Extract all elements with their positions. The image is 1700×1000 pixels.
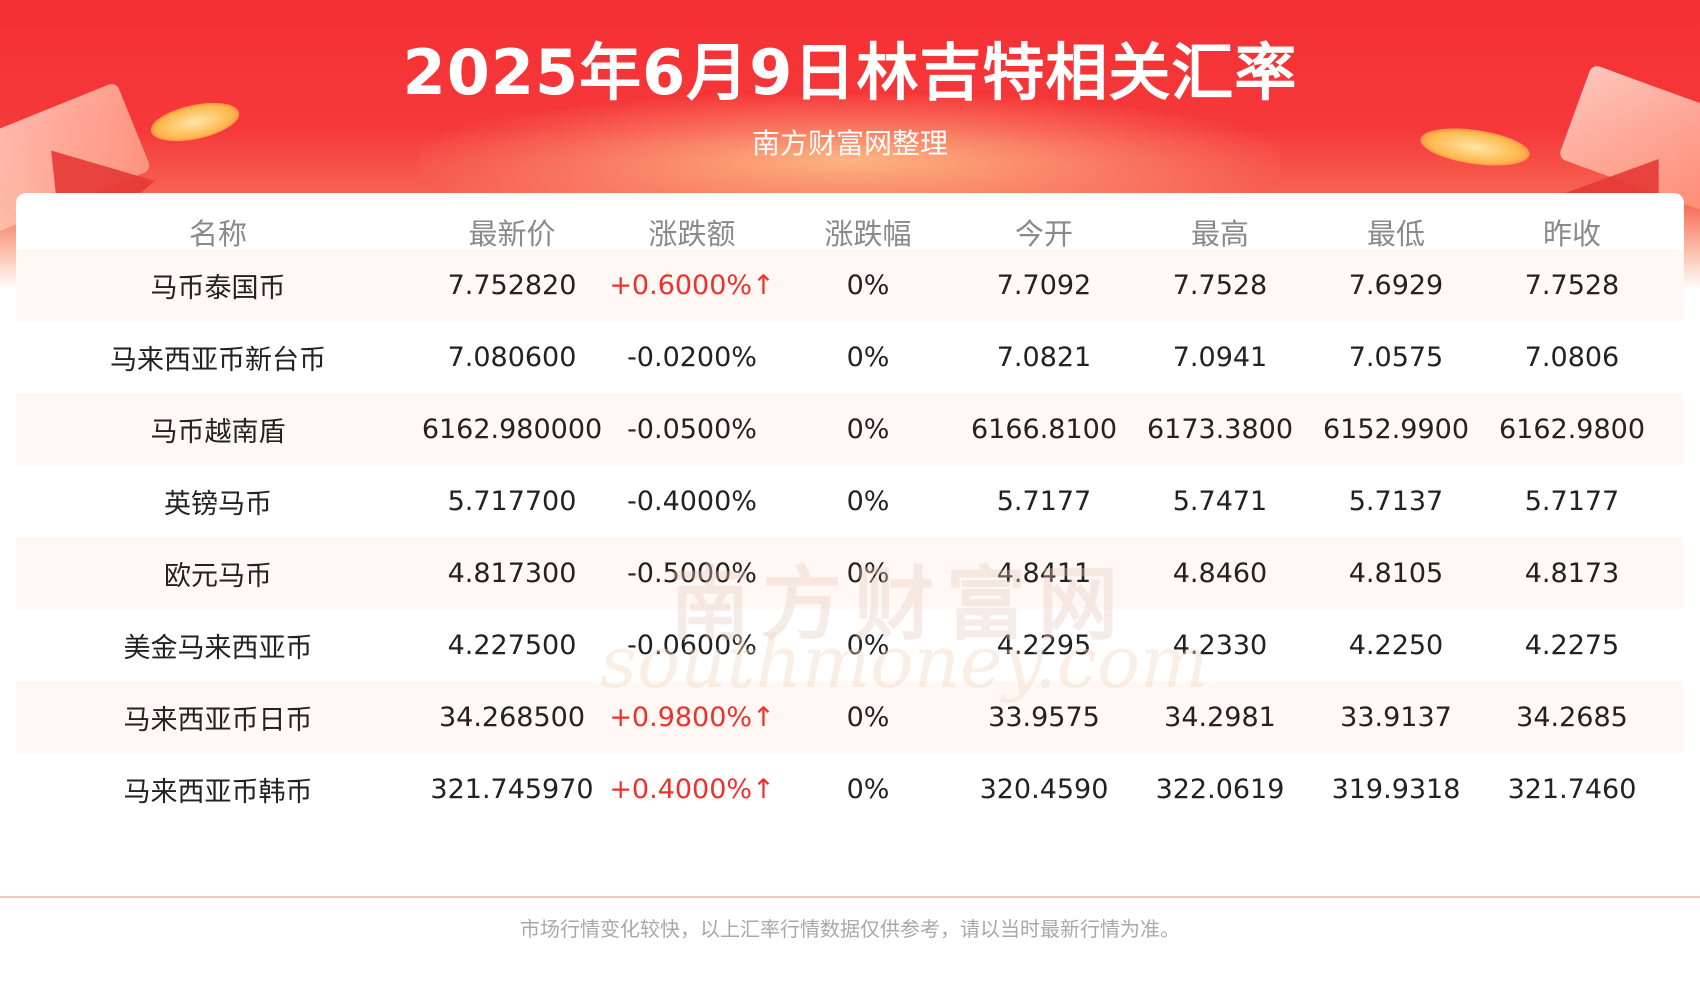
cell-open: 5.7177 <box>996 485 1092 517</box>
cell-change: -0.0500% <box>627 413 757 445</box>
cell-name: 马来西亚币新台币 <box>110 344 326 376</box>
cell-high: 7.7528 <box>1172 269 1268 301</box>
cell-high: 4.8460 <box>1172 557 1268 589</box>
cell-open: 320.4590 <box>979 773 1109 805</box>
divider <box>0 896 1700 898</box>
cell-low: 319.9318 <box>1331 773 1461 805</box>
cell-change-pct: 0% <box>846 485 890 517</box>
cell-open: 4.2295 <box>996 629 1092 661</box>
cell-latest: 7.752820 <box>447 269 577 301</box>
cell-open: 33.9575 <box>988 701 1100 733</box>
cell-change-pct: 0% <box>846 341 890 373</box>
cell-name: 马来西亚币韩币 <box>123 776 313 808</box>
cell-low: 4.8105 <box>1348 557 1444 589</box>
cell-open: 7.0821 <box>996 341 1092 373</box>
rates-table-card: 名称 最新价 涨跌额 涨跌幅 今开 最高 最低 昨收 马币泰国币 7.752820… <box>16 193 1684 897</box>
cell-name: 欧元马币 <box>164 560 272 592</box>
cell-name: 马来西亚币日币 <box>123 704 313 736</box>
cell-name: 美金马来西亚币 <box>123 632 313 664</box>
cell-low: 5.7137 <box>1348 485 1444 517</box>
cell-prev-close: 7.7528 <box>1524 269 1620 301</box>
cell-high: 7.0941 <box>1172 341 1268 373</box>
cell-change: -0.0600% <box>627 629 757 661</box>
cell-low: 7.0575 <box>1348 341 1444 373</box>
cell-change-pct: 0% <box>846 413 890 445</box>
cell-change-pct: 0% <box>846 269 890 301</box>
cell-prev-close: 4.8173 <box>1524 557 1620 589</box>
cell-prev-close: 7.0806 <box>1524 341 1620 373</box>
column-header-low: 最低 <box>1366 217 1425 251</box>
table-row: 马币泰国币 7.752820 +0.6000%↑ 0% 7.7092 7.7528 7.69… <box>16 249 1684 321</box>
cell-change: -0.5000% <box>627 557 757 589</box>
cell-open: 6166.8100 <box>970 413 1117 445</box>
cell-prev-close: 321.7460 <box>1507 773 1637 805</box>
table-row: 欧元马币 4.817300 -0.5000% 0% 4.8411 4.8460 4.8105… <box>16 537 1684 609</box>
cell-change: +0.6000%↑ <box>609 269 775 301</box>
column-header-prev-close: 昨收 <box>1542 217 1601 251</box>
table-header-row: 名称 最新价 涨跌额 涨跌幅 今开 最高 最低 昨收 <box>16 193 1684 271</box>
cell-low: 33.9137 <box>1340 701 1452 733</box>
column-header-change: 涨跌额 <box>648 217 736 251</box>
column-header-change-pct: 涨跌幅 <box>824 217 912 251</box>
table-row: 马来西亚币韩币 321.745970 +0.4000%↑ 0% 320.4590 322.… <box>16 753 1684 825</box>
cell-change: +0.4000%↑ <box>609 773 775 805</box>
cell-latest: 6162.980000 <box>421 413 603 445</box>
cell-prev-close: 5.7177 <box>1524 485 1620 517</box>
column-header-high: 最高 <box>1190 217 1249 251</box>
cell-low: 6152.9900 <box>1322 413 1469 445</box>
cell-prev-close: 4.2275 <box>1524 629 1620 661</box>
cell-high: 34.2981 <box>1164 701 1276 733</box>
cell-latest: 4.817300 <box>447 557 577 589</box>
cell-change-pct: 0% <box>846 701 890 733</box>
cell-open: 7.7092 <box>996 269 1092 301</box>
table-row: 马来西亚币新台币 7.080600 -0.0200% 0% 7.0821 7.0941 7.… <box>16 321 1684 393</box>
cell-latest: 4.227500 <box>447 629 577 661</box>
page-title: 2025年6月9日林吉特相关汇率 <box>402 36 1298 109</box>
cell-change: +0.9800%↑ <box>609 701 775 733</box>
table-row: 马来西亚币日币 34.268500 +0.9800%↑ 0% 33.9575 34.298… <box>16 681 1684 753</box>
cell-latest: 7.080600 <box>447 341 577 373</box>
table-row: 英镑马币 5.717700 -0.4000% 0% 5.7177 5.7471 5.7137… <box>16 465 1684 537</box>
cell-name: 英镑马币 <box>164 488 272 520</box>
cell-latest: 5.717700 <box>447 485 577 517</box>
cell-high: 5.7471 <box>1172 485 1268 517</box>
table-row: 美金马来西亚币 4.227500 -0.0600% 0% 4.2295 4.2330 4.2… <box>16 609 1684 681</box>
column-header-name: 名称 <box>188 217 247 251</box>
cell-open: 4.8411 <box>996 557 1092 589</box>
cell-name: 马币泰国币 <box>150 272 286 304</box>
footer-disclaimer: 市场行情变化较快，以上汇率行情数据仅供参考，请以当时最新行情为准。 <box>520 917 1180 941</box>
cell-latest: 321.745970 <box>430 773 594 805</box>
cell-name: 马币越南盾 <box>150 416 286 448</box>
column-header-latest: 最新价 <box>468 217 556 251</box>
cell-high: 4.2330 <box>1172 629 1268 661</box>
cell-prev-close: 6162.9800 <box>1498 413 1645 445</box>
cell-high: 6173.3800 <box>1146 413 1293 445</box>
cell-change-pct: 0% <box>846 773 890 805</box>
cell-prev-close: 34.2685 <box>1516 701 1628 733</box>
cell-change: -0.0200% <box>627 341 757 373</box>
cell-high: 322.0619 <box>1155 773 1285 805</box>
cell-change-pct: 0% <box>846 629 890 661</box>
table-row: 马币越南盾 6162.980000 -0.0500% 0% 6166.8100 6173.… <box>16 393 1684 465</box>
cell-low: 7.6929 <box>1348 269 1444 301</box>
column-header-open: 今开 <box>1014 217 1073 251</box>
cell-change: -0.4000% <box>627 485 757 517</box>
cell-latest: 34.268500 <box>438 701 585 733</box>
cell-low: 4.2250 <box>1348 629 1444 661</box>
page-subtitle: 南方财富网整理 <box>751 127 948 160</box>
cell-change-pct: 0% <box>846 557 890 589</box>
